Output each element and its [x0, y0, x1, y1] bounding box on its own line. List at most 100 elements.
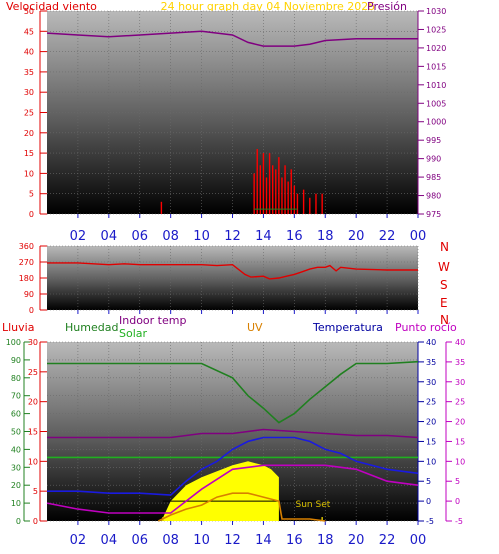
hour-label-bottom: 06 — [131, 533, 148, 548]
legend-uv: UV — [247, 321, 263, 334]
compass-labels: N W S E N — [438, 240, 450, 327]
temp-right-tick-label: 0 — [426, 497, 431, 506]
hour-label-bottom: 18 — [317, 533, 334, 548]
rain-tick-label: 0 — [33, 517, 38, 526]
humidity-tick-label: 20 — [11, 481, 21, 490]
hour-label-bottom: 08 — [162, 533, 179, 548]
wind-left-tick-label: 15 — [24, 149, 34, 158]
punto-rocio-line — [46, 464, 419, 514]
pressure-right-tick-label: 995 — [426, 136, 441, 145]
pressure-right-tick-label: 1005 — [426, 99, 446, 108]
temp-right-tick-label: 20 — [426, 418, 436, 427]
dewpoint-right-tick-label: 30 — [455, 378, 465, 387]
hour-label-bottom: 22 — [379, 533, 396, 548]
rain-tick-label: 25 — [28, 368, 38, 377]
pressure-right-tick-label: 980 — [426, 192, 441, 201]
wind-direction-line — [47, 262, 418, 280]
wind-left-tick-label: 40 — [24, 48, 34, 57]
hour-label-top: 06 — [131, 229, 148, 244]
dewpoint-right-tick-label: 25 — [455, 398, 465, 407]
legend-punto-rocio: Punto rocío — [395, 321, 457, 334]
hour-label-bottom: 20 — [348, 533, 365, 548]
hour-label-bottom: 12 — [224, 533, 241, 548]
hour-label-bottom: 02 — [70, 533, 87, 548]
temp-right-tick-label: 15 — [426, 437, 436, 446]
rain-tick-label: 15 — [28, 428, 38, 437]
dewpoint-right-tick-label: 20 — [455, 418, 465, 427]
wind-left-tick-label: 20 — [24, 129, 34, 138]
humidity-tick-label: 80 — [11, 374, 21, 383]
dewpoint-right-tick-label: 35 — [455, 358, 465, 367]
legend-indoor-temp: Indoor temp — [119, 314, 186, 327]
wind-left-tick-label: 30 — [24, 88, 34, 97]
wind-left-tick-label: 50 — [24, 7, 34, 16]
series-layer — [46, 30, 419, 522]
dewpoint-right-tick-label: 15 — [455, 437, 465, 446]
dewpoint-right-tick-label: 5 — [455, 477, 460, 486]
compass-n-top: N — [440, 240, 449, 254]
hour-label-bottom: 00 — [410, 533, 427, 548]
hour-label-top: 00 — [410, 229, 427, 244]
dewpoint-right-tick-label: -5 — [455, 517, 463, 526]
pressure-line — [46, 30, 418, 47]
hour-label-top: 04 — [101, 229, 118, 244]
dir-left-tick-label: 90 — [24, 290, 34, 299]
hour-label-bottom: 10 — [193, 533, 210, 548]
humidity-tick-label: 40 — [11, 445, 21, 454]
dewpoint-right-tick-label: 40 — [455, 338, 465, 347]
temp-right-tick-label: 35 — [426, 358, 436, 367]
humedad-line — [47, 360, 419, 424]
temp-right-tick-label: 10 — [426, 457, 436, 466]
hour-label-top: 08 — [162, 229, 179, 244]
dir-left-tick-label: 270 — [19, 258, 34, 267]
wind-left-tick-label: 35 — [24, 68, 34, 77]
humidity-tick-label: 50 — [11, 428, 21, 437]
legend-temperatura: Temperatura — [312, 321, 383, 334]
pressure-right-tick-label: 985 — [426, 173, 441, 182]
wind-left-tick-label: 45 — [24, 27, 34, 36]
solar-radiation-area — [161, 461, 326, 521]
wind-left-tick-label: 0 — [29, 210, 34, 219]
temp-right-tick-label: 40 — [426, 338, 436, 347]
dir-left-tick-label: 0 — [29, 306, 34, 315]
pressure-right-tick-label: 1020 — [426, 44, 446, 53]
humidity-tick-label: 60 — [11, 410, 21, 419]
legend-lluvia: Lluvia — [2, 321, 34, 334]
temp-right-tick-label: -5 — [426, 517, 434, 526]
humidity-tick-label: 70 — [11, 392, 21, 401]
hour-label-bottom: 04 — [101, 533, 118, 548]
hour-label-top: 02 — [70, 229, 87, 244]
temperatura-line — [47, 436, 419, 496]
compass-s: S — [440, 278, 448, 292]
tick-labels: 0510152025303540455097598098599099510001… — [6, 7, 465, 548]
compass-e: E — [440, 296, 448, 310]
hour-label-bottom: 14 — [255, 533, 272, 548]
temp-right-tick-label: 30 — [426, 378, 436, 387]
wind-speed-label: Velocidad viento — [6, 0, 97, 13]
dir-left-tick-label: 180 — [19, 274, 34, 283]
humidity-tick-label: 0 — [16, 517, 21, 526]
hour-label-top: 14 — [255, 229, 272, 244]
temp-right-tick-label: 5 — [426, 477, 431, 486]
chart-title: 24 hour graph day 04 Noviembre 2025 — [161, 0, 376, 13]
compass-w: W — [438, 260, 450, 274]
indoor-temp-line — [47, 428, 419, 439]
legend-humedad: Humedad — [65, 321, 118, 334]
rain-tick-label: 20 — [28, 398, 38, 407]
pressure-right-tick-label: 1000 — [426, 118, 446, 127]
wind-left-tick-label: 5 — [29, 190, 34, 199]
wind-left-tick-label: 10 — [24, 169, 34, 178]
hour-label-top: 16 — [286, 229, 303, 244]
humidity-tick-label: 90 — [11, 356, 21, 365]
humidity-tick-label: 10 — [11, 499, 21, 508]
compass-n-bottom: N — [440, 313, 449, 327]
rain-tick-label: 5 — [33, 487, 38, 496]
hour-label-top: 20 — [348, 229, 365, 244]
pressure-right-tick-label: 1010 — [426, 81, 446, 90]
dir-left-tick-label: 360 — [19, 242, 34, 251]
hour-label-top: 12 — [224, 229, 241, 244]
wind-left-tick-label: 25 — [24, 109, 34, 118]
pressure-right-tick-label: 990 — [426, 155, 441, 164]
pressure-right-tick-label: 975 — [426, 210, 441, 219]
hour-label-bottom: 16 — [286, 533, 303, 548]
